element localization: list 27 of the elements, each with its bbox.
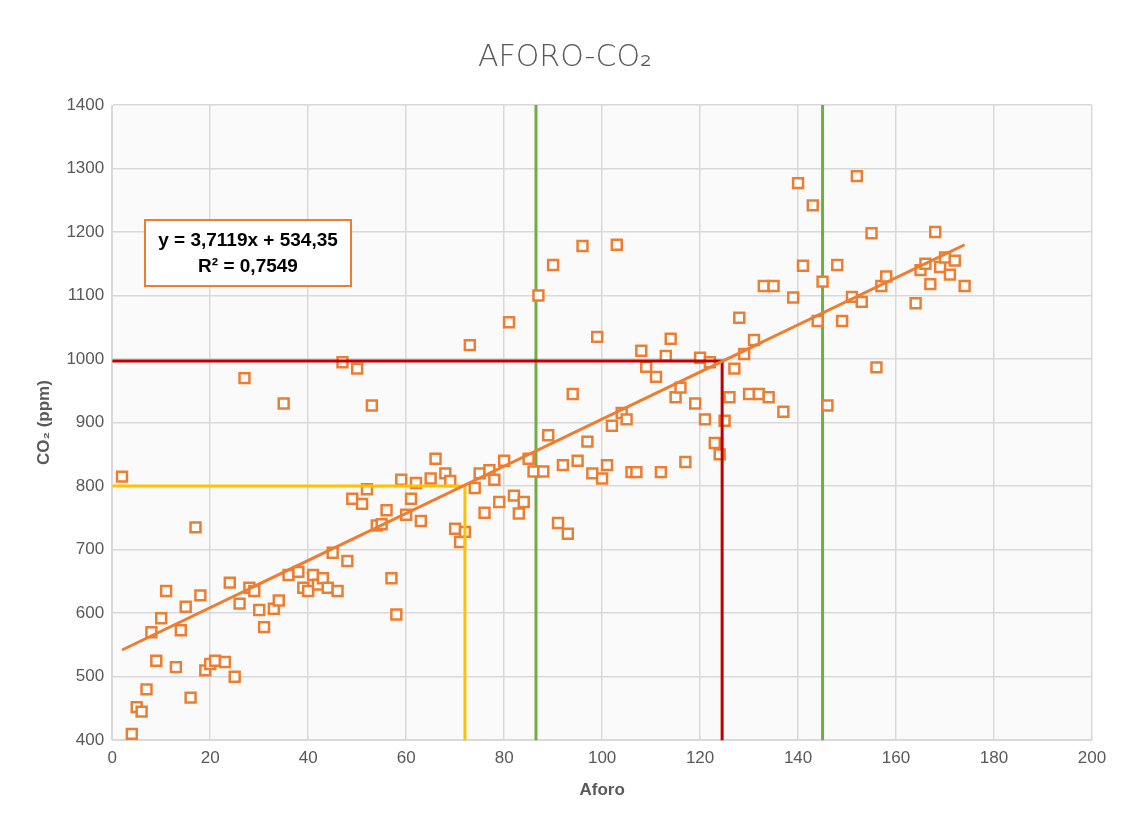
x-tick-label: 0 [107, 748, 117, 768]
x-tick-label: 20 [200, 748, 220, 768]
y-axis-title: CO₂ (ppm) [33, 380, 53, 466]
chart-title: AFORO-CO₂ [476, 38, 654, 73]
y-tick-label: 600 [75, 602, 105, 622]
y-tick-label: 800 [75, 475, 105, 495]
x-tick-label: 100 [587, 748, 617, 768]
x-axis-title: Aforo [579, 780, 625, 800]
x-tick-label: 80 [494, 748, 514, 768]
x-tick-label: 140 [783, 748, 813, 768]
y-tick-label: 700 [75, 539, 105, 559]
x-tick-label: 200 [1077, 748, 1107, 768]
y-tick-label: 1300 [66, 158, 105, 178]
y-tick-label: 1100 [67, 285, 105, 305]
y-tick-label: 1000 [66, 348, 105, 368]
y-tick-label: 900 [75, 412, 105, 432]
y-tick-label: 400 [75, 729, 105, 749]
y-tick-label: 1200 [66, 221, 105, 241]
x-tick-label: 40 [298, 748, 318, 768]
y-tick-label: 500 [75, 666, 105, 686]
y-tick-label: 1400 [66, 94, 105, 114]
annotation: y = 3,7119x + 534,35 [158, 229, 338, 251]
annotation: R² = 0,7549 [198, 254, 298, 276]
x-tick-label: 60 [396, 748, 416, 768]
x-tick-label: 180 [979, 748, 1009, 768]
x-tick-label: 120 [685, 748, 715, 768]
x-tick-label: 160 [881, 748, 911, 768]
